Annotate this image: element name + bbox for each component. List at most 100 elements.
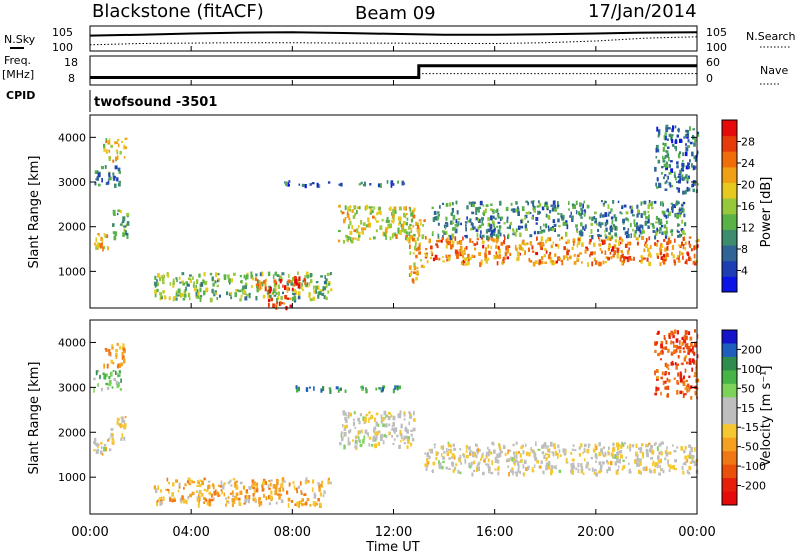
cell-late-3500	[685, 165, 689, 170]
cell-near-range-layer	[327, 477, 330, 480]
cell-near-range-layer	[195, 288, 199, 292]
cell-late-3500	[696, 183, 699, 186]
cell-early-range-1700	[93, 441, 96, 444]
cell-afternoon-band	[598, 461, 602, 466]
cell-near-range-low	[272, 303, 275, 308]
cell-near-range-layer	[220, 480, 223, 486]
cell-afternoon-band	[459, 471, 462, 475]
cell-afternoon-band	[621, 467, 624, 471]
cell-late-3500	[663, 143, 667, 147]
cell-afternoon-band	[442, 256, 444, 258]
cell-afternoon-band	[481, 455, 484, 459]
cell-late-3500	[662, 157, 665, 162]
cell-afternoon-band	[620, 454, 623, 459]
cell-afternoon-band	[616, 468, 620, 472]
cell-afternoon-band	[535, 251, 538, 256]
cell-near-range-layer	[274, 490, 278, 496]
cell-afternoon-band	[623, 442, 627, 445]
cell-spike-13	[420, 259, 422, 262]
cell-afternoon-upper	[661, 231, 664, 236]
cell-afternoon-band	[528, 260, 531, 263]
cell-spike-13	[417, 246, 420, 251]
cell-near-range-layer	[156, 499, 160, 503]
cell-afternoon-band	[483, 460, 486, 463]
cell-afternoon-band	[623, 255, 626, 261]
cell-afternoon-upper	[512, 208, 516, 213]
cell-midday-2000	[368, 417, 372, 420]
cell-early-3200	[114, 165, 118, 170]
cell-near-range-layer	[172, 482, 175, 487]
cell-near-range-layer	[201, 480, 204, 486]
cell-afternoon-upper	[481, 217, 484, 221]
cell-near-range-layer	[198, 481, 200, 484]
cell-afternoon-upper	[492, 229, 495, 233]
cell-near-range-layer	[267, 483, 270, 488]
cell-early-rising	[126, 212, 130, 217]
cell-late-3500	[655, 156, 658, 159]
cell-afternoon-band	[503, 240, 506, 245]
cell-near-range-layer	[239, 481, 243, 485]
cell-afternoon-upper	[674, 213, 677, 218]
noise-panel: 105 100 105 100	[52, 25, 727, 54]
cell-afternoon-band	[543, 254, 546, 258]
cell-afternoon-upper	[445, 217, 448, 221]
cell-afternoon-upper	[545, 213, 548, 218]
cell-afternoon-band	[626, 445, 629, 449]
cell-early-3800	[117, 143, 120, 148]
cell-late-3500	[660, 358, 662, 361]
cell-near-range-layer	[223, 492, 225, 497]
cell-afternoon-upper	[564, 222, 568, 226]
cell-afternoon-band	[624, 243, 628, 248]
cell-afternoon-band	[640, 255, 644, 258]
cell-midday-2000	[413, 233, 416, 237]
cell-afternoon-band	[639, 458, 642, 463]
cell-near-range-layer	[295, 290, 297, 295]
cell-spike-13	[409, 236, 412, 240]
cell-near-range-core	[269, 286, 272, 292]
cell-late-3500	[660, 172, 663, 175]
cell-afternoon-band	[553, 443, 556, 447]
cell-afternoon-band	[593, 257, 596, 261]
cell-spike-13	[417, 222, 419, 227]
cell-afternoon-band	[647, 247, 650, 253]
cell-near-range-layer	[301, 498, 304, 502]
cell-afternoon-upper	[486, 235, 489, 241]
cell-line-3000	[318, 184, 321, 189]
cell-afternoon-band	[451, 243, 454, 248]
cell-afternoon-band	[567, 249, 570, 252]
cell-line-3000	[358, 183, 361, 186]
cell-late-3500	[654, 392, 658, 396]
cell-afternoon-band	[653, 468, 656, 474]
cell-afternoon-band	[550, 468, 553, 474]
cell-afternoon-upper	[594, 211, 597, 214]
cell-midday-2000	[357, 430, 360, 435]
cell-early-3800	[105, 140, 107, 144]
cell-afternoon-band	[682, 244, 685, 246]
cell-near-range-layer	[252, 277, 255, 281]
cell-near-range-layer	[181, 280, 185, 283]
colorbar-swatch	[722, 451, 737, 466]
cell-near-range-layer	[229, 479, 232, 483]
cell-early-3800	[115, 149, 118, 152]
cell-afternoon-band	[669, 464, 672, 470]
cell-afternoon-upper	[608, 232, 611, 235]
cell-late-3500	[681, 162, 684, 167]
cell-afternoon-upper	[524, 214, 528, 219]
cell-afternoon-band	[477, 466, 480, 472]
cell-near-range-layer	[185, 499, 188, 505]
cell-near-range-layer	[166, 488, 170, 491]
cell-afternoon-band	[566, 248, 568, 251]
cell-afternoon-band	[551, 451, 554, 454]
cell-afternoon-band	[533, 452, 537, 458]
cell-afternoon-band	[601, 250, 603, 254]
cell-afternoon-upper	[611, 219, 614, 225]
cell-afternoon-band	[452, 469, 455, 473]
cell-afternoon-band	[572, 238, 576, 243]
cell-afternoon-band	[541, 451, 545, 455]
cell-afternoon-band	[440, 239, 443, 243]
cell-midday-2000	[392, 217, 395, 222]
cell-near-range-layer	[280, 296, 283, 301]
cell-afternoon-upper	[665, 230, 668, 234]
cell-midday-2000	[386, 227, 389, 230]
cell-near-range-layer	[175, 479, 179, 483]
